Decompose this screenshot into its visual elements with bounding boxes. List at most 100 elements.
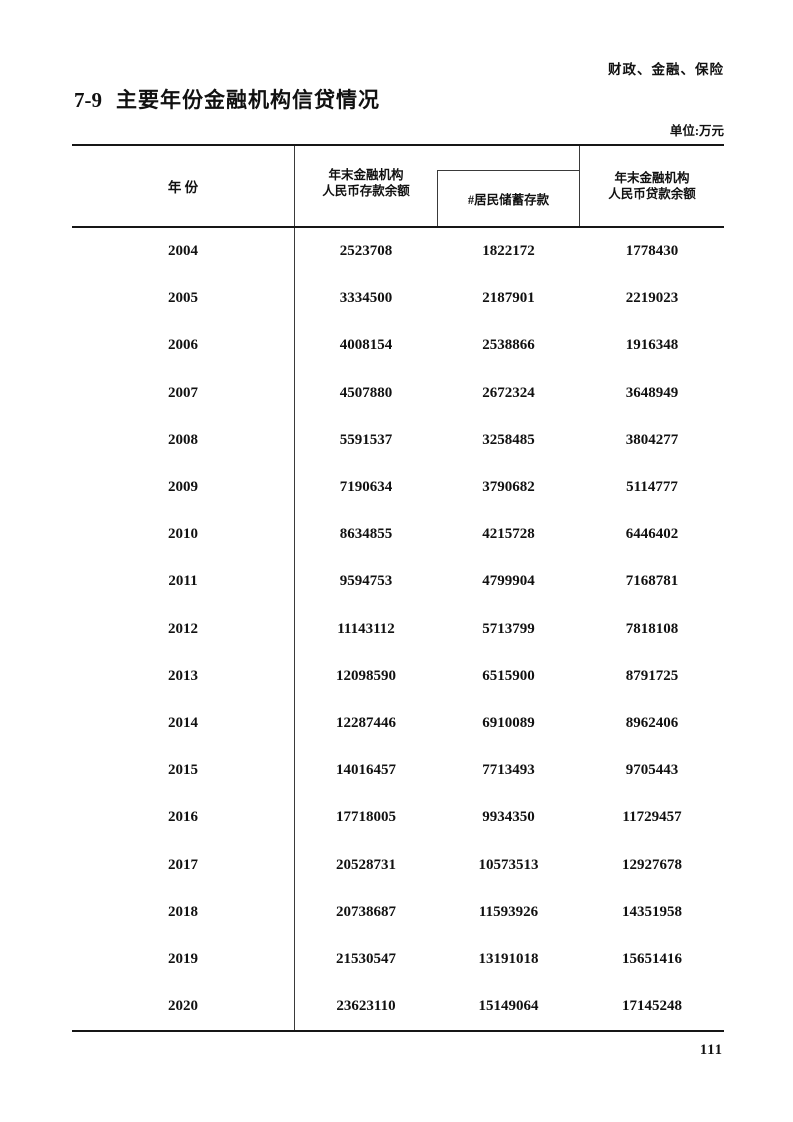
table-row: 2020 23623110 15149064 17145248 [72,983,724,1031]
cell-year: 2010 [72,511,295,559]
cell-savings: 2672324 [482,384,535,401]
table-header: 年 份 年末金融机构 人民币存款余额 #居民储蓄存款 年末金融机构 人民币贷款余… [72,144,724,228]
table-row: 2019 21530547 13191018 15651416 [72,935,724,983]
cell-year: 2020 [72,983,295,1031]
cell-savings: 2187901 [482,290,535,307]
header-loans-line2: 人民币贷款余额 [608,187,696,201]
cell-loans: 9705443 [625,762,679,779]
cell-loans: 17145248 [622,998,682,1015]
cell-savings: 1822172 [482,243,535,260]
header-deposits: 年末金融机构 人民币存款余额 [295,167,437,200]
cell-year: 2019 [72,935,295,983]
header-loans: 年末金融机构 人民币贷款余额 [580,146,724,226]
cell-deposits: 4507880 [339,384,393,401]
cell-deposits: 20528731 [336,856,396,873]
header-savings: #居民储蓄存款 [467,193,550,207]
cell-savings: 3790682 [482,479,535,496]
cell-year: 2004 [72,228,295,276]
table-row: 2011 9594753 4799904 7168781 [72,558,724,606]
cell-deposits: 17718005 [336,809,396,826]
cell-savings: 2538866 [482,337,535,354]
cell-deposits: 11143112 [337,620,395,637]
cell-deposits: 23623110 [336,998,396,1015]
cell-loans: 14351958 [622,903,682,920]
table-row: 2012 11143112 5713799 7818108 [72,605,724,653]
table-row: 2014 12287446 6910089 8962406 [72,699,724,748]
header-deposits-line2: 人民币存款余额 [322,184,410,199]
header-year: 年 份 [72,146,295,226]
table-number: 7-9 [74,88,102,112]
cell-year: 2011 [72,558,295,606]
cell-loans: 11729457 [622,809,682,826]
cell-deposits: 7190634 [339,479,393,496]
section-label: 财政、金融、保险 [608,62,724,77]
cell-savings: 4215728 [482,526,535,543]
cell-savings: 5713799 [482,620,535,637]
table-row: 2008 5591537 3258485 3804277 [72,416,724,464]
page-title: 7-9 主要年份金融机构信贷情况 [74,84,380,114]
cell-loans: 15651416 [622,950,682,967]
cell-loans: 3804277 [625,431,679,448]
table-row: 2009 7190634 3790682 5114777 [72,463,724,512]
cell-year: 2007 [72,369,295,417]
credit-table: 年 份 年末金融机构 人民币存款余额 #居民储蓄存款 年末金融机构 人民币贷款余… [72,144,724,1033]
cell-loans: 8962406 [625,714,679,731]
cell-savings: 15149064 [478,998,539,1015]
cell-deposits: 3334500 [339,290,393,307]
cell-savings: 10573513 [478,856,539,873]
table-row: 2007 4507880 2672324 3648949 [72,369,724,417]
cell-year: 2012 [72,605,295,653]
cell-loans: 3648949 [625,384,679,401]
cell-year: 2017 [72,841,295,889]
cell-loans: 7818108 [625,620,679,637]
cell-deposits: 20738687 [336,903,396,920]
table-row: 2015 14016457 7713493 9705443 [72,747,724,795]
table-row: 2018 20738687 11593926 14351958 [72,888,724,936]
table-title-text: 主要年份金融机构信贷情况 [116,88,380,112]
cell-deposits: 4008154 [339,337,393,354]
cell-loans: 5114777 [626,479,678,496]
cell-deposits: 9594753 [339,573,393,590]
cell-savings: 6910089 [482,714,535,731]
cell-deposits: 21530547 [336,950,396,967]
cell-loans: 7168781 [625,573,679,590]
table-row: 2013 12098590 6515900 8791725 [72,652,724,700]
cell-year: 2006 [72,322,295,370]
table-row: 2010 8634855 4215728 6446402 [72,511,724,559]
cell-savings: 9934350 [482,809,535,826]
cell-loans: 2219023 [625,290,679,307]
cell-year: 2018 [72,888,295,936]
cell-loans: 6446402 [625,526,679,543]
table-row: 2006 4008154 2538866 1916348 [72,322,724,370]
cell-year: 2013 [72,652,295,700]
table-body: 2004 2523708 1822172 1778430 2005 3334500 2187… [72,228,724,1033]
cell-deposits: 14016457 [336,762,396,779]
header-loans-line1: 年末金融机构 [614,170,690,185]
page-number: 111 [699,1042,723,1058]
cell-loans: 8791725 [625,667,679,684]
cell-year: 2014 [72,699,295,748]
cell-savings: 4799904 [482,573,535,590]
cell-year: 2016 [72,794,295,842]
cell-deposits: 8634855 [339,526,393,543]
header-deposits-group: 年末金融机构 人民币存款余额 #居民储蓄存款 [295,146,580,226]
cell-loans: 1916348 [625,337,679,354]
table-row: 2017 20528731 10573513 12927678 [72,841,724,889]
cell-deposits: 12098590 [336,667,396,684]
cell-loans: 12927678 [622,856,682,873]
cell-savings: 6515900 [482,667,535,684]
cell-savings: 7713493 [482,762,535,779]
cell-year: 2005 [72,275,295,323]
table-row: 2004 2523708 1822172 1778430 [72,228,724,276]
cell-deposits: 2523708 [339,243,393,260]
cell-year: 2009 [72,463,295,512]
cell-deposits: 5591537 [339,431,393,448]
cell-savings: 11593926 [478,903,539,920]
cell-year: 2008 [72,416,295,464]
table-row: 2005 3334500 2187901 2219023 [72,275,724,323]
header-savings-box: #居民储蓄存款 [437,170,579,226]
table-row: 2016 17718005 9934350 11729457 [72,794,724,842]
header-deposits-line1: 年末金融机构 [328,168,404,182]
unit-label: 单位:万元 [669,124,724,138]
